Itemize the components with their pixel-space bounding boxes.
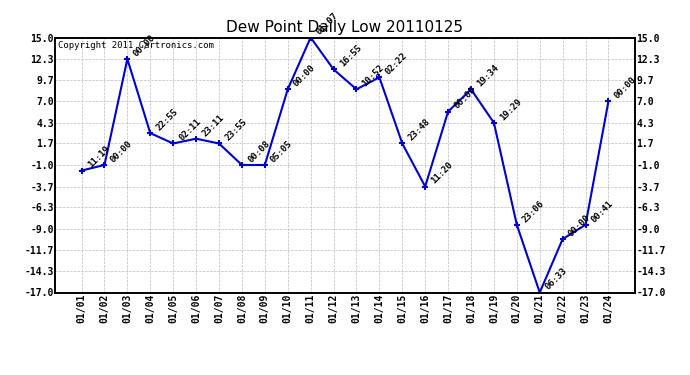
Title: Dew Point Daily Low 20110125: Dew Point Daily Low 20110125: [226, 20, 464, 35]
Text: 06:33: 06:33: [544, 266, 569, 292]
Text: 23:55: 23:55: [223, 117, 248, 143]
Text: 11:19: 11:19: [86, 144, 111, 170]
Text: 00:41: 00:41: [590, 199, 615, 224]
Text: 19:34: 19:34: [475, 63, 500, 88]
Text: 00:00: 00:00: [292, 63, 317, 88]
Text: 11:20: 11:20: [429, 160, 455, 186]
Text: 01:07: 01:07: [315, 11, 340, 37]
Text: 00:00: 00:00: [566, 213, 592, 238]
Text: Copyright 2011 Cartronics.com: Copyright 2011 Cartronics.com: [58, 41, 214, 50]
Text: 22:55: 22:55: [155, 107, 180, 132]
Text: 00:08: 00:08: [246, 139, 271, 164]
Text: 00:00: 00:00: [452, 86, 477, 111]
Text: 02:11: 02:11: [177, 117, 203, 143]
Text: 23:11: 23:11: [200, 112, 226, 138]
Text: 23:48: 23:48: [406, 117, 432, 143]
Text: 00:00: 00:00: [108, 139, 134, 164]
Text: 16:55: 16:55: [337, 43, 363, 69]
Text: 05:05: 05:05: [269, 139, 295, 164]
Text: 19:29: 19:29: [498, 97, 524, 122]
Text: 02:22: 02:22: [384, 51, 409, 76]
Text: 10:52: 10:52: [361, 63, 386, 88]
Text: 00:00: 00:00: [132, 33, 157, 58]
Text: 00:00: 00:00: [613, 75, 638, 100]
Text: 23:06: 23:06: [521, 199, 546, 224]
